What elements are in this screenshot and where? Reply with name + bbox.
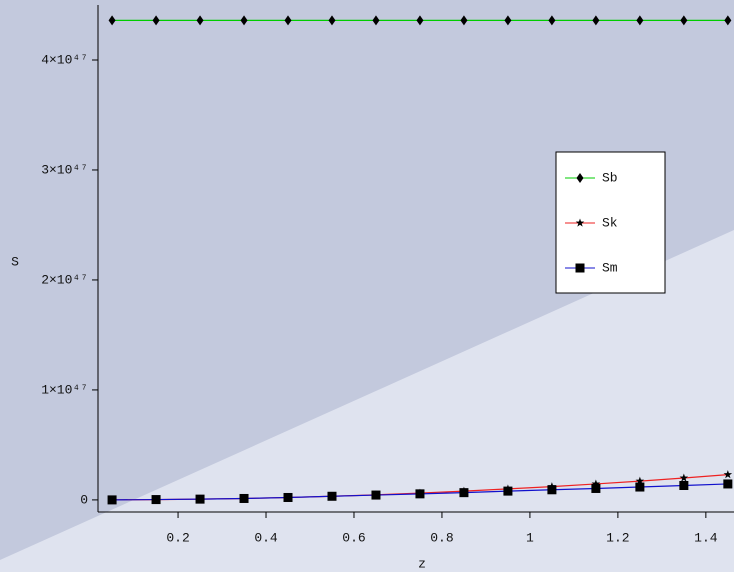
marker <box>547 485 556 494</box>
marker <box>152 495 161 504</box>
legend-marker <box>576 264 585 273</box>
marker <box>723 479 732 488</box>
x-tick-label: 1.4 <box>694 530 718 545</box>
x-tick-label: 0.8 <box>430 530 453 545</box>
x-tick-label: 1.2 <box>606 530 629 545</box>
marker <box>459 488 468 497</box>
marker <box>371 491 380 500</box>
page: S z 0.2 0.4 0.6 0.8 1 1.2 1.4 0 1×10⁴⁷ 2×10⁴⁷ 3×10… <box>0 0 734 572</box>
marker <box>635 483 644 492</box>
x-tick-label: 0.4 <box>254 530 278 545</box>
y-axis-label: S <box>11 254 19 269</box>
x-tick-label: 1 <box>526 530 534 545</box>
marker <box>284 493 293 502</box>
marker <box>415 489 424 498</box>
legend-label: Sm <box>602 260 618 275</box>
marker <box>108 495 117 504</box>
y-tick-label: 2×10⁴⁷ <box>41 272 88 287</box>
marker <box>591 484 600 493</box>
y-tick-label: 1×10⁴⁷ <box>41 382 88 397</box>
marker <box>503 487 512 496</box>
x-tick-label: 0.2 <box>166 530 189 545</box>
y-tick-label: 3×10⁴⁷ <box>41 162 88 177</box>
marker <box>196 495 205 504</box>
x-tick-label: 0.6 <box>342 530 365 545</box>
x-axis-label: z <box>418 556 426 571</box>
y-tick-label: 4×10⁴⁷ <box>41 52 88 67</box>
legend-label: Sk <box>602 215 618 230</box>
chart: S z 0.2 0.4 0.6 0.8 1 1.2 1.4 0 1×10⁴⁷ 2×10⁴⁷ 3×10… <box>0 0 734 572</box>
marker <box>679 481 688 490</box>
marker <box>240 494 249 503</box>
legend-label: Sb <box>602 170 618 185</box>
y-tick-label: 0 <box>80 492 88 507</box>
marker <box>327 492 336 501</box>
